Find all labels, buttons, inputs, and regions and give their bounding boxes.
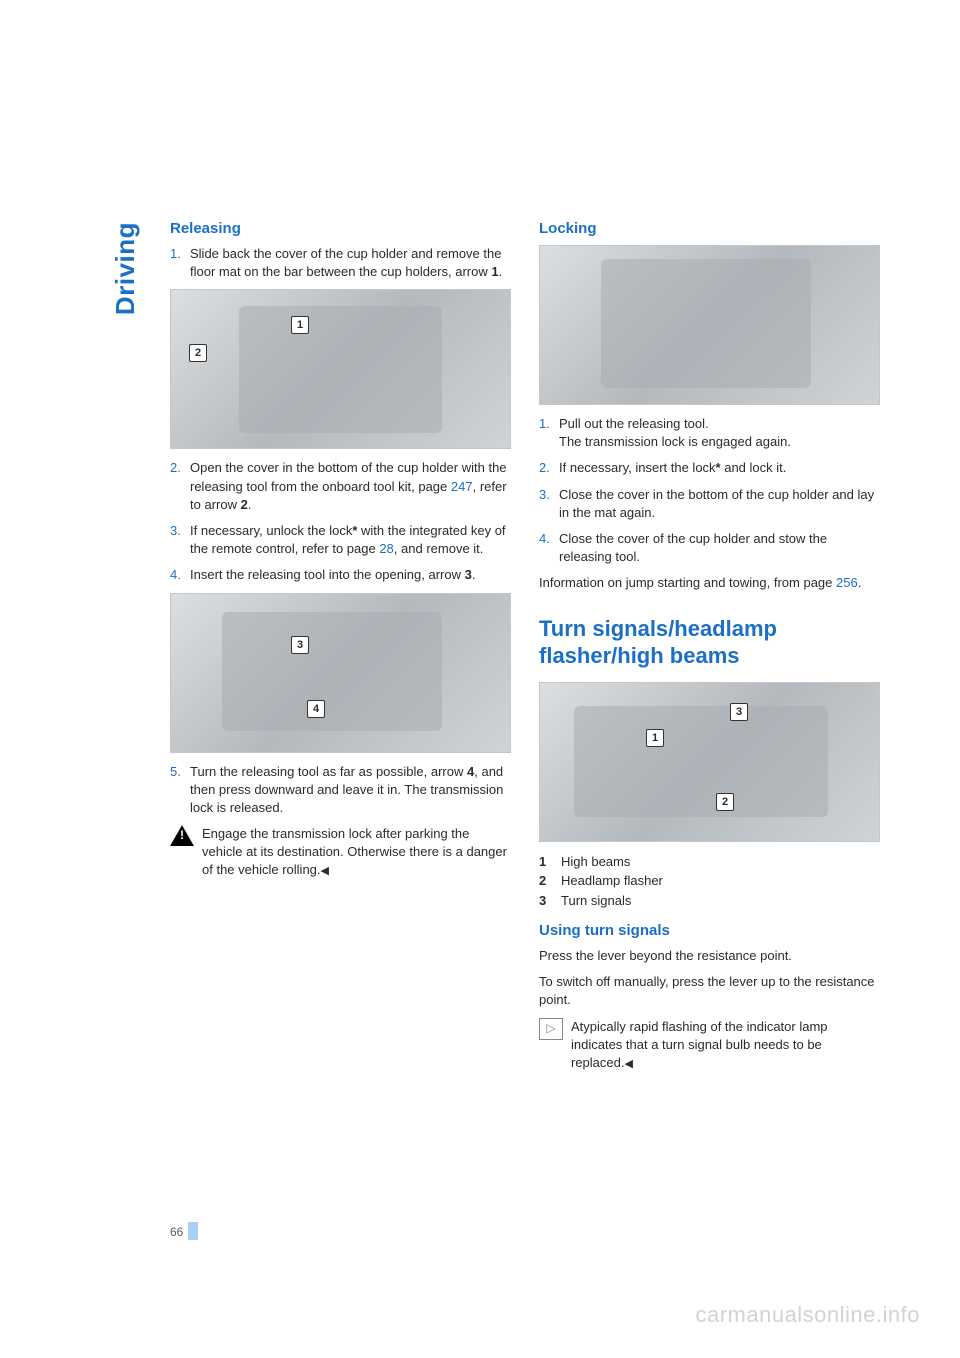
page-ref-247[interactable]: 247 — [451, 479, 473, 494]
key-num: 3 — [539, 891, 561, 911]
tip-icon: ▷ — [539, 1018, 563, 1040]
key-label: Headlamp flasher — [561, 871, 663, 891]
callout-1: 1 — [646, 729, 664, 747]
figure-cup-holder-1: 1 2 — [170, 289, 511, 449]
locking-step-3: 3. Close the cover in the bottom of the … — [539, 486, 880, 522]
step-text: If necessary, unlock the lock* with the … — [190, 522, 511, 558]
releasing-step-1: 1. Slide back the cover of the cup holde… — [170, 245, 511, 281]
key-num: 1 — [539, 852, 561, 872]
callout-3: 3 — [291, 636, 309, 654]
step-number: 4. — [170, 566, 190, 584]
step-text: Close the cover in the bottom of the cup… — [559, 486, 880, 522]
footer-watermark: carmanualsonline.info — [695, 1302, 920, 1328]
left-column: Releasing 1. Slide back the cover of the… — [170, 220, 511, 1080]
tip-note: ▷ Atypically rapid flashing of the indic… — [539, 1018, 880, 1073]
figure-cup-holder-2: 3 4 — [170, 593, 511, 753]
heading-using-turn-signals: Using turn signals — [539, 922, 880, 939]
page-ref-28[interactable]: 28 — [379, 541, 393, 556]
step-text: Close the cover of the cup holder and st… — [559, 530, 880, 566]
callout-2: 2 — [716, 793, 734, 811]
figure-stalk-lever: 1 2 3 — [539, 682, 880, 842]
step-number: 5. — [170, 763, 190, 818]
step-number: 2. — [539, 459, 559, 477]
locking-step-1: 1. Pull out the releasing tool. The tran… — [539, 415, 880, 451]
warning-text: Engage the transmission lock after parki… — [202, 825, 511, 880]
step-number: 1. — [539, 415, 559, 451]
key-label: Turn signals — [561, 891, 631, 911]
key-row-2: 2 Headlamp flasher — [539, 871, 880, 891]
step-text: If necessary, insert the lock* and lock … — [559, 459, 880, 477]
step-number: 3. — [170, 522, 190, 558]
heading-releasing: Releasing — [170, 220, 511, 237]
using-p2: To switch off manually, press the lever … — [539, 973, 880, 1009]
step-text: Pull out the releasing tool. The transmi… — [559, 415, 880, 451]
page-number-marker — [188, 1222, 198, 1240]
page-content: Releasing 1. Slide back the cover of the… — [0, 0, 960, 1080]
page-number: 66 — [170, 1225, 183, 1239]
heading-locking: Locking — [539, 220, 880, 237]
callout-3: 3 — [730, 703, 748, 721]
step-text: Insert the releasing tool into the openi… — [190, 566, 511, 584]
info-text: Information on jump starting and towing,… — [539, 574, 880, 592]
side-tab-driving: Driving — [110, 222, 141, 315]
callout-4: 4 — [307, 700, 325, 718]
page-ref-256[interactable]: 256 — [836, 575, 858, 590]
warning-icon: ! — [170, 825, 194, 846]
locking-step-4: 4. Close the cover of the cup holder and… — [539, 530, 880, 566]
locking-step-2: 2. If necessary, insert the lock* and lo… — [539, 459, 880, 477]
releasing-step-3: 3. If necessary, unlock the lock* with t… — [170, 522, 511, 558]
step-number: 3. — [539, 486, 559, 522]
step-text: Turn the releasing tool as far as possib… — [190, 763, 511, 818]
warning-note: ! Engage the transmission lock after par… — [170, 825, 511, 880]
tip-text: Atypically rapid flashing of the indicat… — [571, 1018, 880, 1073]
key-label: High beams — [561, 852, 630, 872]
key-row-3: 3 Turn signals — [539, 891, 880, 911]
key-row-1: 1 High beams — [539, 852, 880, 872]
right-column: Locking 1. Pull out the releasing tool. … — [539, 220, 880, 1080]
using-p1: Press the lever beyond the resistance po… — [539, 947, 880, 965]
figure-locking — [539, 245, 880, 405]
releasing-step-2: 2. Open the cover in the bottom of the c… — [170, 459, 511, 514]
step-number: 1. — [170, 245, 190, 281]
callout-1: 1 — [291, 316, 309, 334]
step-number: 2. — [170, 459, 190, 514]
key-list: 1 High beams 2 Headlamp flasher 3 Turn s… — [539, 852, 880, 911]
step-text: Open the cover in the bottom of the cup … — [190, 459, 511, 514]
heading-turn-signals: Turn signals/headlamp flasher/high beams — [539, 615, 880, 670]
releasing-step-5: 5. Turn the releasing tool as far as pos… — [170, 763, 511, 818]
step-text: Slide back the cover of the cup holder a… — [190, 245, 511, 281]
step-number: 4. — [539, 530, 559, 566]
key-num: 2 — [539, 871, 561, 891]
callout-2: 2 — [189, 344, 207, 362]
releasing-step-4: 4. Insert the releasing tool into the op… — [170, 566, 511, 584]
